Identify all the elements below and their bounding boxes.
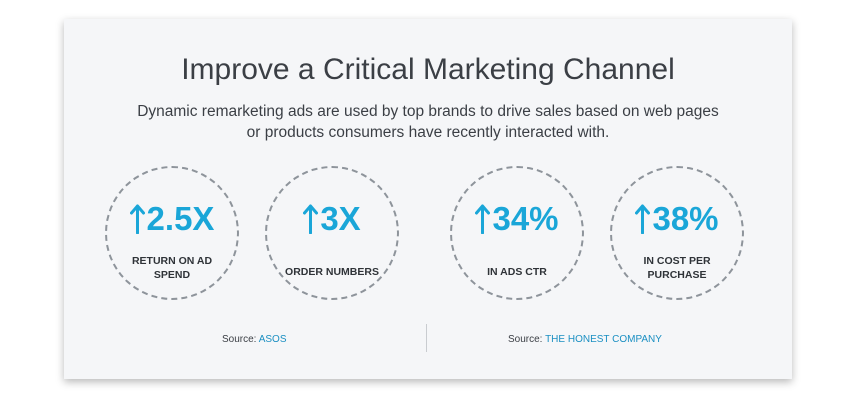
stat-label: ORDER NUMBERS bbox=[285, 266, 379, 278]
stat-order-numbers: 3X ORDER NUMBERS bbox=[265, 166, 399, 300]
stat-value: 2.5X bbox=[146, 200, 215, 237]
arrow-up-icon bbox=[129, 204, 145, 234]
stat-cost-per-purchase: 38% IN COST PER PURCHASE bbox=[610, 166, 744, 300]
stat-value: 34% bbox=[492, 200, 559, 237]
arrow-up-icon bbox=[303, 204, 319, 234]
source-link-honest-company[interactable]: THE HONEST COMPANY bbox=[545, 334, 662, 345]
source-honest-company: Source: THE HONEST COMPANY bbox=[508, 334, 662, 345]
arrow-up-icon bbox=[635, 204, 651, 234]
divider bbox=[426, 324, 427, 352]
source-asos: Source: ASOS bbox=[222, 334, 287, 345]
stat-label: RETURN ON AD SPEND bbox=[131, 255, 213, 281]
marketing-card: Improve a Critical Marketing Channel Dyn… bbox=[64, 19, 792, 379]
source-link-asos[interactable]: ASOS bbox=[258, 334, 287, 345]
page-subtitle: Dynamic remarketing ads are used by top … bbox=[137, 103, 719, 141]
stat-return-on-ad-spend: 2.5X RETURN ON AD SPEND bbox=[105, 166, 239, 300]
page-title: Improve a Critical Marketing Channel bbox=[181, 53, 675, 86]
stat-label: IN COST PER PURCHASE bbox=[643, 255, 711, 281]
stat-value: 3X bbox=[320, 200, 361, 237]
stat-ads-ctr: 34% IN ADS CTR bbox=[450, 166, 584, 300]
arrow-up-icon bbox=[475, 204, 491, 234]
source-prefix: Source: bbox=[508, 334, 543, 345]
stat-label: IN ADS CTR bbox=[487, 266, 547, 278]
source-prefix: Source: bbox=[222, 334, 257, 345]
stat-value: 38% bbox=[652, 200, 719, 237]
